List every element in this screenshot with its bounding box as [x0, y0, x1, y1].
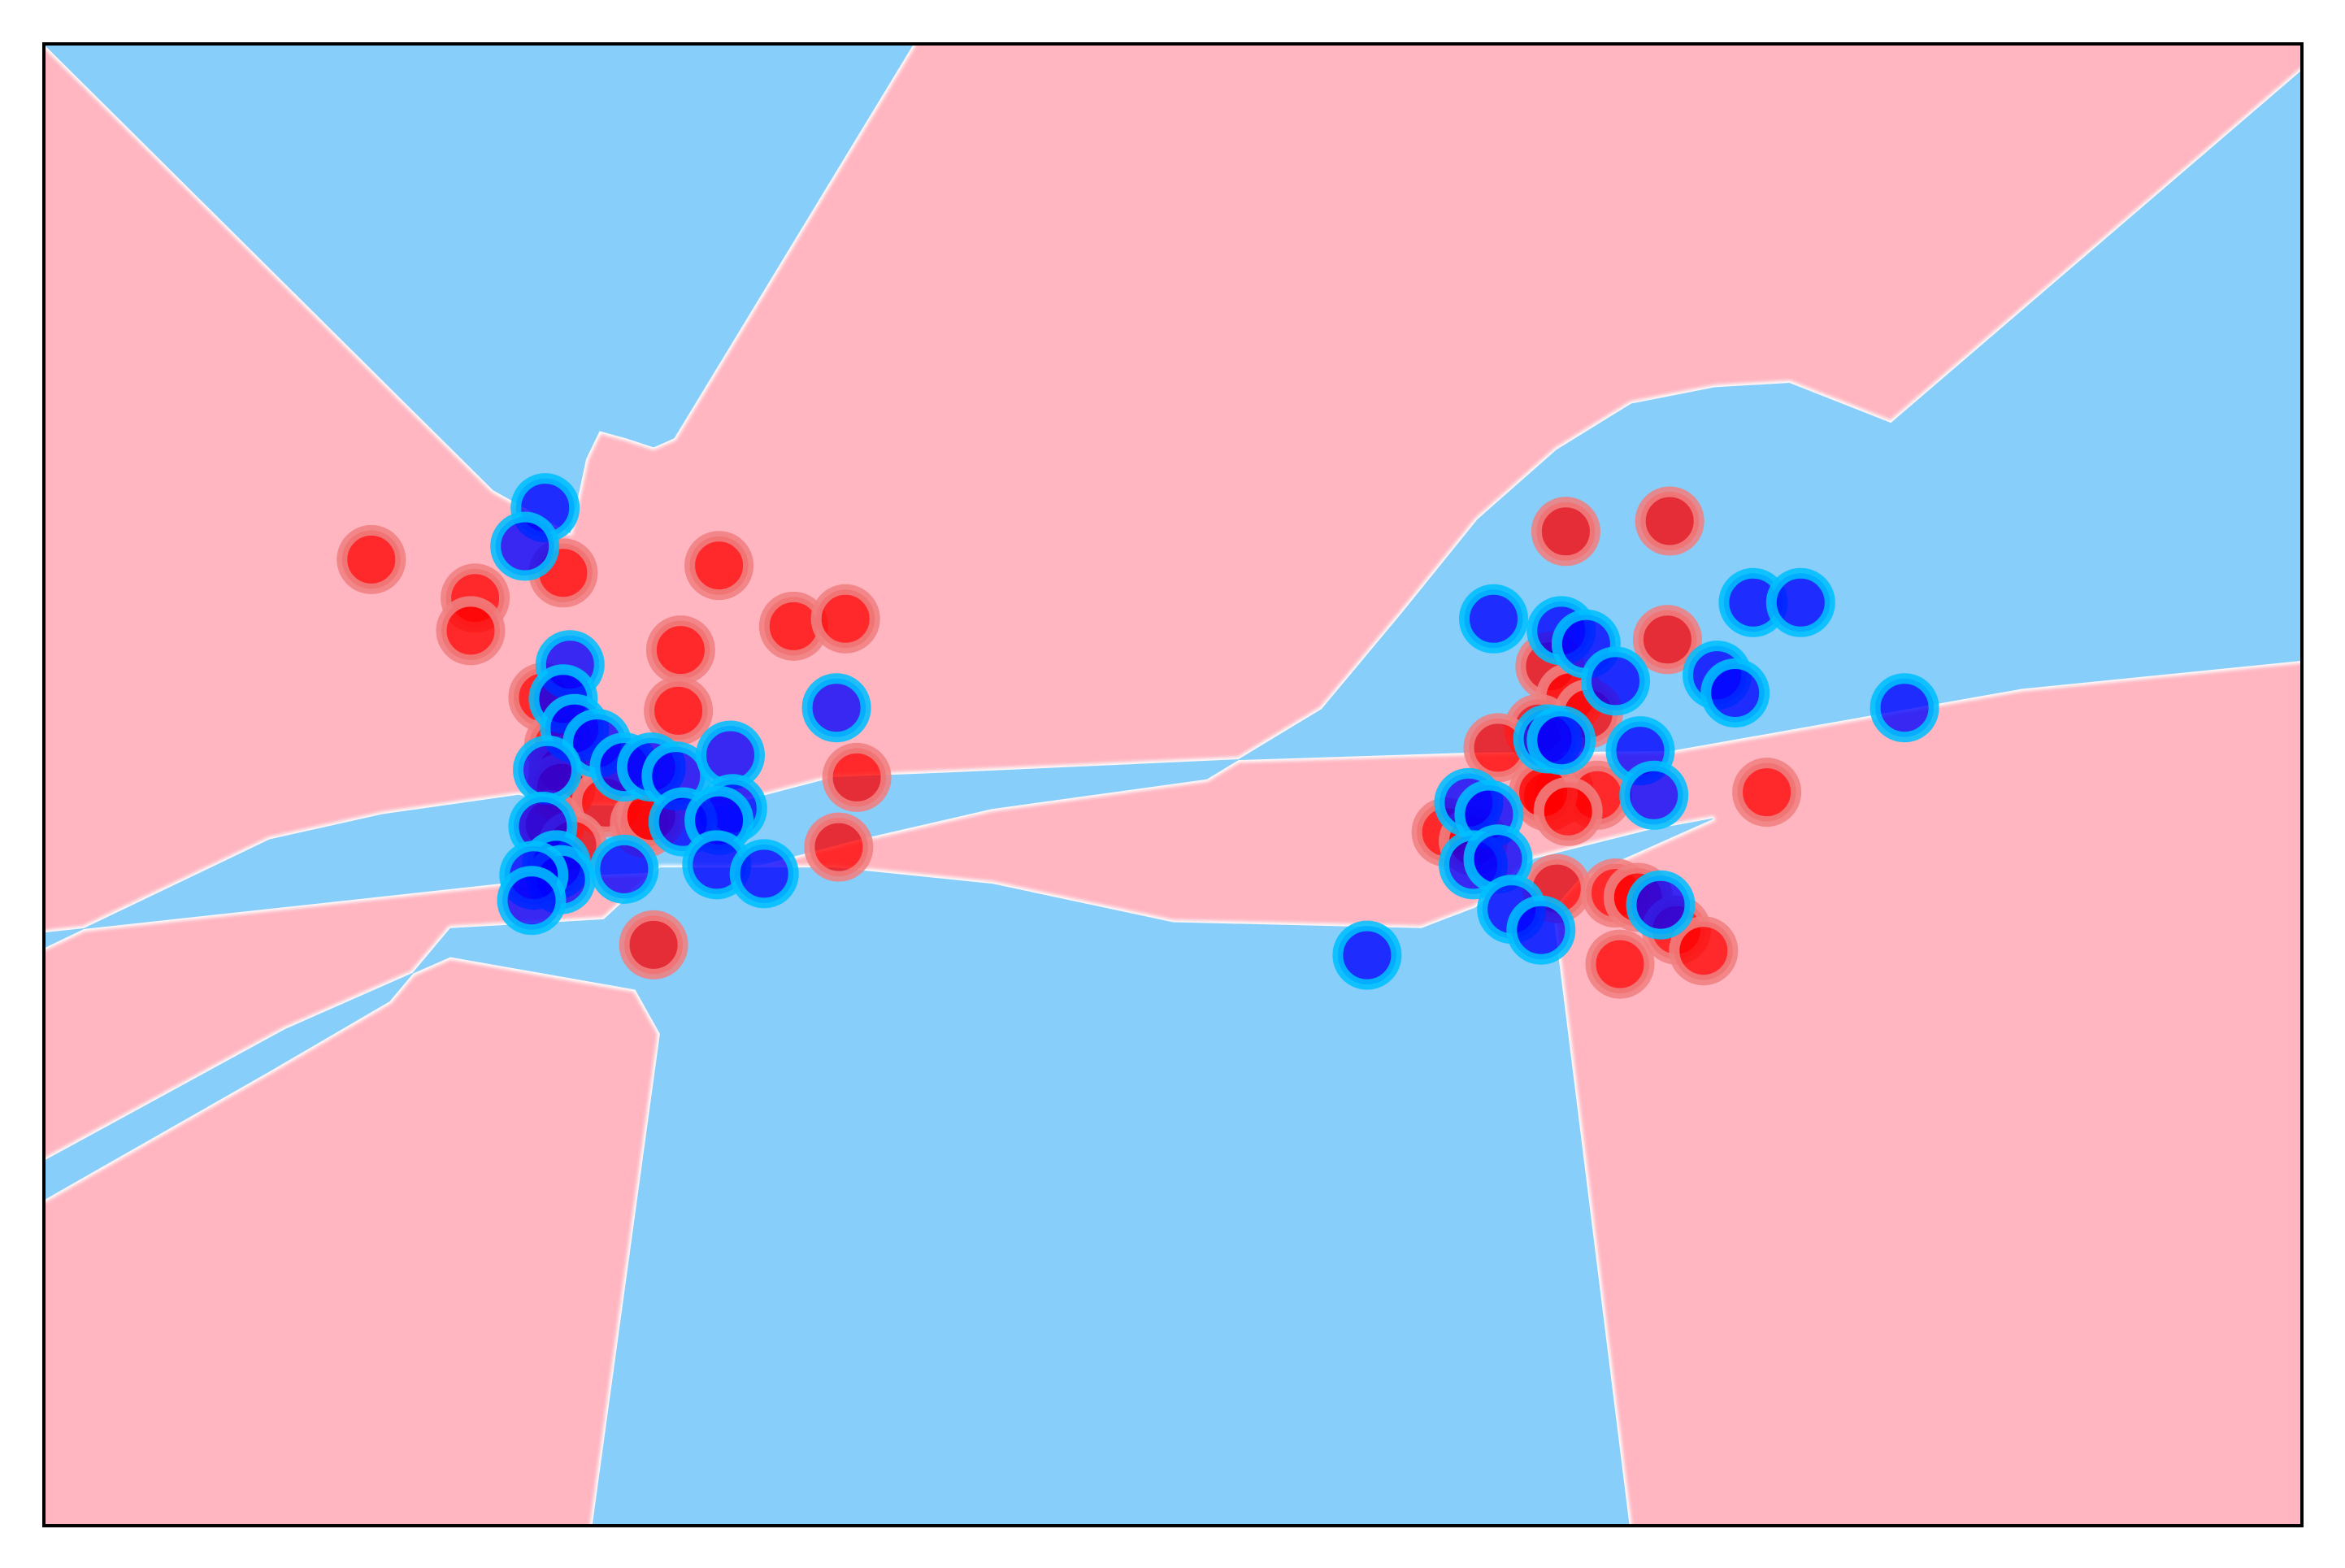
data-point [1626, 870, 1696, 940]
data-point [1632, 605, 1702, 675]
data-point [645, 615, 715, 685]
series-1 [490, 473, 1939, 990]
data-point [1526, 706, 1596, 775]
data-point [1669, 916, 1739, 986]
data-point [1635, 486, 1704, 556]
data-point [589, 834, 659, 904]
data-point [644, 675, 714, 745]
data-point [436, 596, 506, 666]
data-point [490, 511, 560, 581]
data-point [1581, 646, 1650, 716]
data-point [729, 839, 799, 909]
data-point [337, 524, 406, 594]
data-point [1533, 776, 1603, 846]
data-point [1700, 658, 1770, 728]
data-point [619, 910, 688, 979]
data-point [810, 584, 880, 654]
data-point [1531, 497, 1600, 567]
data-point [497, 866, 567, 936]
data-point [1506, 895, 1576, 965]
data-point [1585, 929, 1655, 999]
region-blue-2 [44, 818, 1713, 1526]
data-point [1619, 760, 1689, 830]
data-point [684, 531, 754, 601]
data-point [513, 735, 582, 805]
decision-regions [44, 44, 2302, 1526]
data-point [1765, 567, 1835, 637]
plot-frame [42, 42, 2304, 1527]
data-point [1732, 758, 1802, 827]
data-point [804, 812, 874, 882]
data-point [1332, 920, 1402, 990]
data-point [801, 673, 871, 743]
data-point [1869, 673, 1939, 743]
data-point [1459, 584, 1528, 654]
data-points [337, 473, 1939, 999]
data-point [822, 742, 892, 812]
